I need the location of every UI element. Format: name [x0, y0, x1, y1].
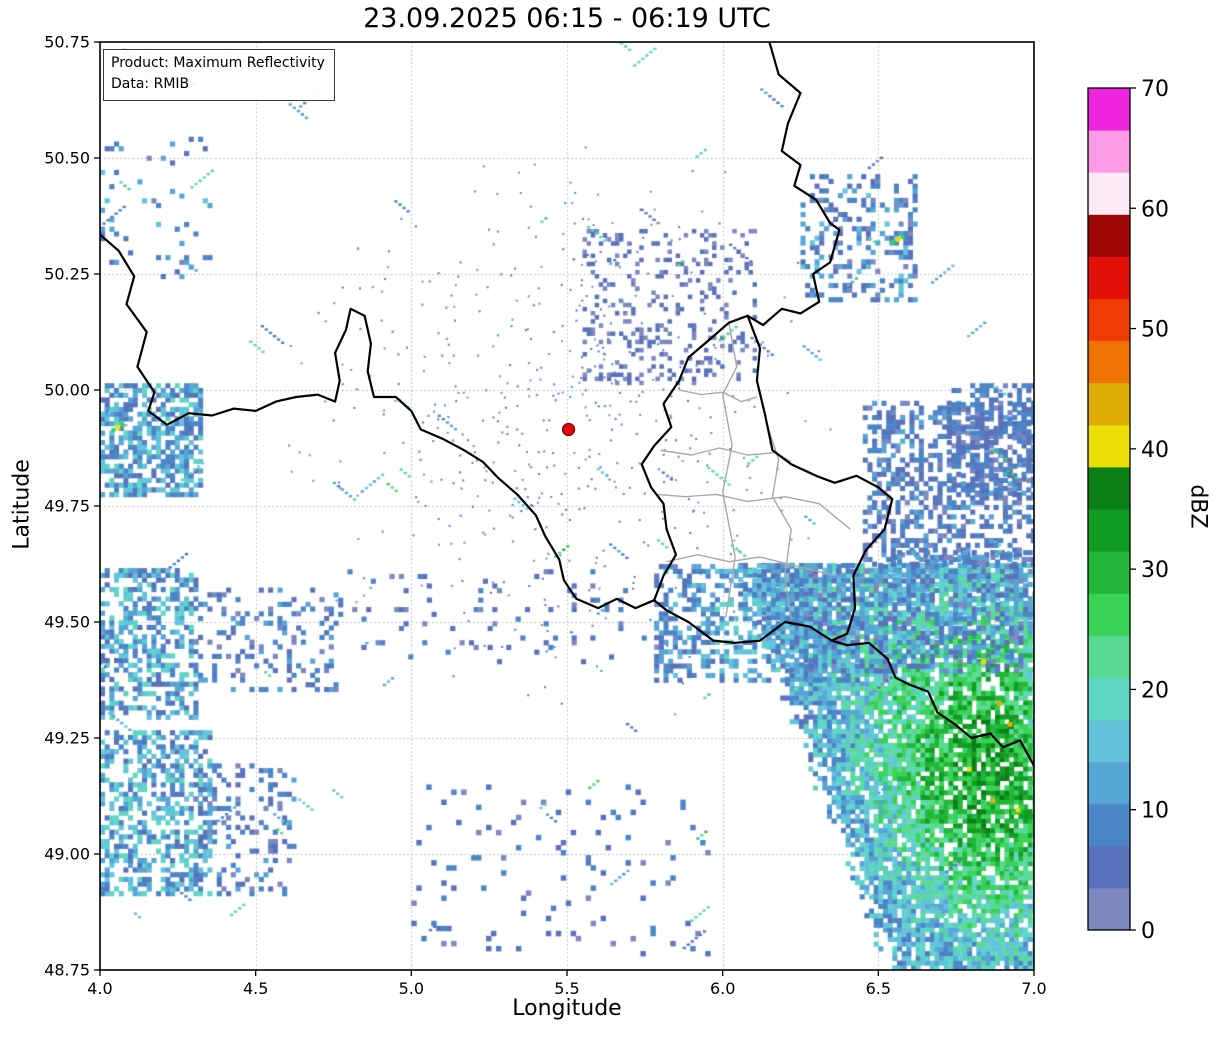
colorbar-outline: [1087, 87, 1131, 931]
colorbar-segment: [1088, 509, 1130, 552]
colorbar-segment: [1088, 719, 1130, 763]
colorbar-segment: [1088, 298, 1130, 342]
country-borders: [100, 42, 1034, 767]
annotation-product-line: Product: Maximum Reflectivity: [111, 55, 325, 71]
x-tick-label: 6.0: [710, 979, 735, 998]
country-border: [100, 233, 656, 610]
colorbar: 0 10 20 30 40 50 60 70: [1087, 77, 1169, 944]
country-border: [830, 639, 1034, 767]
radar-echo-canvas: [100, 42, 1034, 970]
x-tick-label: 5.5: [554, 979, 579, 998]
internal-border: [666, 554, 835, 577]
x-tick-label: 6.5: [866, 979, 891, 998]
internal-border: [657, 493, 851, 530]
internal-borders: [657, 322, 851, 620]
country-border: [746, 42, 841, 327]
y-tick-label: 50.75: [44, 33, 90, 52]
x-axis-label: Longitude: [512, 996, 622, 1021]
y-tick-label: 49.50: [44, 613, 90, 632]
colorbar-tick-label: 20: [1141, 678, 1169, 703]
colorbar-segment: [1088, 887, 1130, 931]
x-tick-label: 4.5: [243, 979, 268, 998]
colorbar-segment: [1088, 551, 1130, 594]
internal-border: [765, 422, 792, 620]
colorbar-tick-label: 0: [1141, 919, 1155, 944]
colorbar-segment: [1088, 340, 1130, 384]
colorbar-segment: [1088, 677, 1130, 720]
colorbar-segment: [1088, 424, 1130, 468]
figure-title: 23.09.2025 06:15 - 06:19 UTC: [363, 3, 771, 34]
colorbar-tick-label: 70: [1141, 77, 1169, 102]
colorbar-segment: [1088, 382, 1130, 426]
internal-border: [678, 389, 758, 403]
colorbar-label: dBZ: [1185, 484, 1211, 529]
colorbar-segment: [1088, 466, 1130, 510]
y-axis-label: Latitude: [9, 459, 35, 550]
x-tick-label: 7.0: [1021, 979, 1046, 998]
colorbar-tick-label: 50: [1141, 318, 1169, 343]
colorbar-segment: [1088, 803, 1130, 847]
country-border: [640, 314, 894, 645]
radar-site-marker: [561, 422, 576, 437]
y-tick-label: 49.75: [44, 497, 90, 516]
y-tick-label: 49.00: [44, 845, 90, 864]
x-tick-label: 5.0: [399, 979, 424, 998]
y-tick-label: 50.25: [44, 265, 90, 284]
y-tick-label: 50.50: [44, 149, 90, 168]
colorbar-segment: [1088, 172, 1130, 215]
colorbar-segment: [1088, 635, 1130, 678]
colorbar-segment: [1088, 88, 1130, 131]
colorbar-tick-label: 30: [1141, 558, 1169, 583]
colorbar-segment: [1088, 593, 1130, 636]
axis-ticks: 4.0 4.5 5.0 5.5 6.0 6.5 7.0 48.75 49.00 49.25 49.5…: [44, 33, 1047, 999]
product-annotation-box: Product: Maximum Reflectivity Data: RMIB: [103, 49, 335, 101]
colorbar-tick-label: 10: [1141, 799, 1169, 824]
colorbar-tick-label: 60: [1141, 197, 1169, 222]
colorbar-tick-label: 40: [1141, 438, 1169, 463]
colorbar-segment: [1088, 256, 1130, 299]
y-tick-label: 49.25: [44, 729, 90, 748]
colorbar-segment: [1088, 214, 1130, 257]
x-tick-label: 4.0: [87, 979, 112, 998]
annotation-data-line: Data: RMIB: [111, 76, 190, 92]
colorbar-segment: [1088, 845, 1130, 889]
internal-border: [722, 322, 738, 618]
colorbar-segment: [1088, 130, 1130, 173]
colorbar-segment: [1088, 761, 1130, 805]
y-tick-label: 50.00: [44, 381, 90, 400]
y-tick-label: 48.75: [44, 961, 90, 980]
plot-frame: [99, 41, 1035, 971]
